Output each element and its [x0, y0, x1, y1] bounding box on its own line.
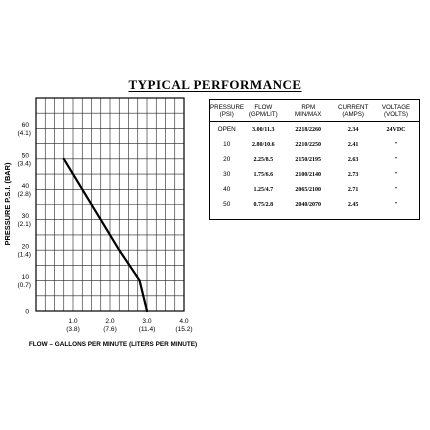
y-tick-sublabel: (2.1) — [17, 221, 31, 228]
cell-pressure: 10 — [223, 141, 231, 149]
cell-voltage: " — [394, 186, 398, 193]
cell-rpm: 2210/2250 — [295, 141, 322, 148]
data-point — [81, 188, 84, 191]
cell-flow: 1.25/4.7 — [253, 186, 274, 193]
cell-voltage: " — [394, 156, 398, 163]
y-tick-sublabel: (2.8) — [17, 191, 31, 198]
cell-rpm: 2065/2100 — [295, 186, 322, 193]
header-rpm-l2: MIN/MAX — [294, 111, 322, 119]
x-tick-sublabel: (3.8) — [66, 326, 80, 333]
performance-curve — [62, 157, 149, 313]
cell-voltage: " — [394, 201, 398, 208]
cell-voltage: 24VDC — [386, 126, 406, 133]
header-pressure-l1: PRESSURE — [210, 104, 245, 111]
y-tick-label: 30 — [22, 213, 30, 220]
header-flow-l2: (GPM/LIT) — [248, 111, 278, 119]
cell-flow: 0.75/2.8 — [253, 201, 274, 208]
y-tick-label: 50 — [22, 152, 30, 159]
y-tick-label: 40 — [22, 183, 30, 190]
y-tick-sublabel: (0.7) — [17, 282, 31, 289]
header-flow: FLOW (GPM/LIT) — [243, 100, 284, 123]
cell-current: 2.41 — [347, 141, 359, 148]
plot-frame — [35, 97, 185, 312]
x-tick-label: 1.0 — [68, 318, 77, 325]
header-pressure-l2: (PSI) — [219, 111, 234, 119]
data-point — [62, 157, 65, 160]
cell-flow: 3.00/11.3 — [252, 126, 275, 133]
cell-flow: 2.80/10.6 — [251, 141, 275, 148]
x-axis-label: FLOW – GALLONS PER MINUTE (LITERS PER MI… — [29, 341, 197, 348]
cell-rpm: 2150/2195 — [295, 156, 322, 163]
y-tick-label: 0 — [25, 308, 29, 315]
table-row: 20 2.25/8.5 2150/2195 2.63 " — [210, 152, 419, 167]
table-row: 40 1.25/4.7 2065/2100 2.71 " — [210, 182, 419, 197]
x-tick-sublabel: (7.6) — [103, 326, 117, 333]
x-tick-label: 2.0 — [105, 318, 114, 325]
x-tick-label: 4.0 — [179, 318, 188, 325]
data-point — [138, 279, 141, 282]
x-tick-label: 3.0 — [142, 318, 151, 325]
cell-pressure: 50 — [223, 201, 231, 209]
cell-pressure: 20 — [223, 156, 231, 164]
header-rpm-l1: RPM — [301, 104, 316, 111]
cell-current: 2.71 — [347, 186, 359, 193]
cell-pressure: OPEN — [217, 126, 236, 134]
cell-flow: 2.25/8.5 — [253, 156, 274, 163]
x-tick-sublabel: (15.2) — [175, 326, 192, 333]
data-point — [118, 249, 121, 252]
header-voltage-l2: (VOLTS) — [384, 111, 408, 119]
cell-pressure: 40 — [223, 186, 231, 194]
cell-rpm: 2100/2140 — [295, 171, 322, 178]
header-current-l2: (AMPS) — [342, 111, 364, 119]
header-pressure: PRESSURE (PSI) — [210, 100, 245, 123]
cell-rpm: 2040/2070 — [295, 201, 322, 208]
header-voltage-l1: VOLTAGE — [381, 104, 411, 111]
cell-current: 2.45 — [347, 201, 359, 208]
cell-current: 2.63 — [347, 156, 359, 163]
y-tick-label: 20 — [22, 244, 30, 251]
header-rpm: RPM MIN/MAX — [283, 100, 334, 123]
y-axis-label: PRESSURE P.S.I. (BAR) — [3, 162, 12, 245]
table-row: 50 0.75/2.8 2040/2070 2.45 " — [210, 197, 419, 212]
table-row: OPEN 3.00/11.3 2218/2260 2.34 24VDC — [210, 122, 419, 138]
y-tick-sublabel: (4.1) — [17, 130, 31, 137]
header-current-l1: CURRENT — [338, 104, 369, 111]
data-point — [99, 218, 102, 221]
table-row: 30 1.75/6.6 2100/2140 2.73 " — [210, 167, 419, 182]
header-voltage: VOLTAGE (VOLTS) — [373, 100, 419, 123]
y-tick-label: 10 — [22, 274, 30, 281]
cell-voltage: " — [394, 141, 398, 148]
cell-current: 2.73 — [347, 171, 359, 178]
cell-current: 2.34 — [347, 126, 359, 133]
chart-title: TYPICAL PERFORMANCE — [128, 77, 302, 92]
y-tick-sublabel: (3.4) — [17, 160, 31, 167]
table-row: 10 2.80/10.6 2210/2250 2.41 " — [210, 137, 419, 152]
header-flow-l1: FLOW — [254, 104, 273, 111]
table-header-row: PRESSURE (PSI) FLOW (GPM/LIT) RPM MIN/MAX C… — [210, 100, 419, 123]
cell-flow: 1.75/6.6 — [253, 171, 274, 178]
cell-rpm: 2218/2260 — [295, 126, 322, 133]
y-tick-sublabel: (1.4) — [17, 252, 31, 259]
cell-voltage: " — [394, 171, 398, 178]
data-point — [146, 310, 148, 312]
header-current: CURRENT (AMPS) — [333, 100, 373, 123]
cell-pressure: 30 — [223, 171, 231, 179]
y-tick-label: 60 — [22, 122, 30, 129]
x-tick-sublabel: (11.4) — [139, 326, 156, 333]
performance-table: PRESSURE (PSI) FLOW (GPM/LIT) RPM MIN/MAX C… — [209, 99, 420, 220]
